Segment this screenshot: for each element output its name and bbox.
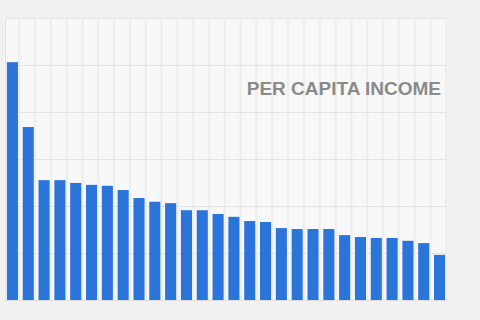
plot-background xyxy=(5,18,447,300)
bar xyxy=(118,190,129,300)
chart: PER CAPITA INCOME xyxy=(0,0,480,320)
bar xyxy=(213,214,224,300)
bar xyxy=(387,238,398,300)
bar xyxy=(165,203,176,300)
x-axis-line xyxy=(6,300,448,301)
grid-line xyxy=(5,18,447,19)
bar xyxy=(244,221,255,300)
grid-line xyxy=(5,65,447,66)
bar xyxy=(181,210,192,300)
bar xyxy=(102,186,113,300)
y-tick xyxy=(5,159,447,160)
bar xyxy=(39,180,50,300)
grid-line xyxy=(5,300,447,301)
bars xyxy=(7,62,445,300)
y-tick xyxy=(5,65,447,66)
bar xyxy=(402,241,413,300)
plot xyxy=(5,18,448,301)
grid-line xyxy=(5,159,447,160)
bar xyxy=(339,235,350,300)
bar xyxy=(54,180,65,300)
bar xyxy=(86,185,97,300)
x-axis xyxy=(6,300,448,302)
y-tick xyxy=(5,18,447,19)
y-axis-line xyxy=(6,19,448,301)
bar xyxy=(23,127,34,300)
y-tick xyxy=(5,112,447,113)
bar xyxy=(355,237,366,300)
y-axis xyxy=(5,19,447,301)
bar xyxy=(323,229,334,300)
grid-line xyxy=(5,112,447,113)
bar xyxy=(70,183,81,300)
bar xyxy=(7,62,18,300)
bar xyxy=(260,222,271,300)
bar xyxy=(371,238,382,300)
bar xyxy=(276,228,287,300)
bar xyxy=(149,202,160,300)
y-tick xyxy=(5,300,447,301)
bar xyxy=(197,210,208,300)
bar xyxy=(418,243,429,300)
bar xyxy=(292,229,303,300)
bar xyxy=(133,198,144,300)
bar xyxy=(307,229,318,300)
title: PER CAPITA INCOME xyxy=(247,78,441,99)
bar xyxy=(434,255,445,300)
bar xyxy=(228,217,239,300)
